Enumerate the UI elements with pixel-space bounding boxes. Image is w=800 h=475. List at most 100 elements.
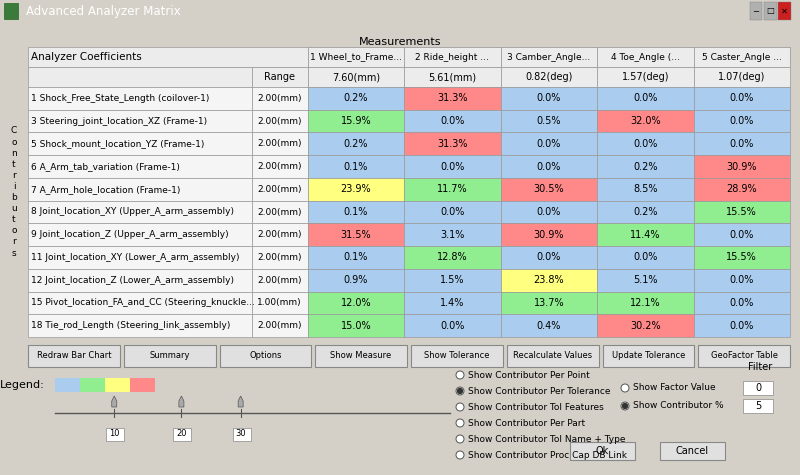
- Bar: [130, 378, 155, 392]
- Bar: [597, 47, 694, 67]
- Bar: [252, 133, 308, 155]
- Bar: [501, 292, 597, 314]
- Bar: [404, 67, 501, 87]
- Text: 0.0%: 0.0%: [633, 94, 658, 104]
- Text: 3.1%: 3.1%: [440, 230, 465, 240]
- Bar: [106, 428, 124, 441]
- Text: 0.0%: 0.0%: [730, 116, 754, 126]
- Text: Options: Options: [249, 352, 282, 361]
- Circle shape: [621, 384, 629, 392]
- Circle shape: [456, 419, 464, 427]
- Text: 1.4%: 1.4%: [440, 298, 465, 308]
- Text: Show Contributor Tol Name + Type: Show Contributor Tol Name + Type: [468, 435, 626, 444]
- Text: 0.0%: 0.0%: [633, 139, 658, 149]
- Text: Show Contributor Per Part: Show Contributor Per Part: [468, 418, 585, 428]
- Text: 3 Camber_Angle...: 3 Camber_Angle...: [507, 53, 590, 61]
- Bar: [404, 155, 501, 178]
- Bar: [404, 87, 501, 110]
- Text: 0.2%: 0.2%: [633, 207, 658, 217]
- Text: 1 Wheel_to_Frame...: 1 Wheel_to_Frame...: [310, 53, 402, 61]
- Bar: [694, 47, 790, 67]
- Bar: [404, 200, 501, 223]
- Text: 2.00(mm): 2.00(mm): [258, 94, 302, 103]
- Text: 0.0%: 0.0%: [730, 230, 754, 240]
- Text: 1 Shock_Free_State_Length (coilover-1): 1 Shock_Free_State_Length (coilover-1): [31, 94, 210, 103]
- Bar: [308, 269, 404, 292]
- Text: 15.9%: 15.9%: [341, 116, 371, 126]
- Text: 23.8%: 23.8%: [534, 275, 564, 285]
- Text: 15.5%: 15.5%: [726, 252, 757, 263]
- Bar: [694, 200, 790, 223]
- Bar: [743, 381, 773, 395]
- Bar: [308, 87, 404, 110]
- Text: 0.0%: 0.0%: [730, 275, 754, 285]
- Text: 0.2%: 0.2%: [344, 139, 368, 149]
- Bar: [694, 269, 790, 292]
- Bar: [597, 67, 694, 87]
- Bar: [28, 67, 252, 87]
- Bar: [308, 155, 404, 178]
- Text: 30.9%: 30.9%: [726, 162, 757, 171]
- Bar: [501, 178, 597, 200]
- Bar: [404, 133, 501, 155]
- Bar: [105, 378, 130, 392]
- Text: Advanced Analyzer Matrix: Advanced Analyzer Matrix: [26, 4, 180, 18]
- Bar: [501, 67, 597, 87]
- Text: 0.9%: 0.9%: [344, 275, 368, 285]
- Text: 1.07(deg): 1.07(deg): [718, 72, 766, 82]
- Bar: [501, 155, 597, 178]
- Bar: [308, 246, 404, 269]
- Bar: [308, 67, 404, 87]
- Text: Analyzer Coefficients: Analyzer Coefficients: [31, 52, 142, 62]
- Bar: [252, 178, 308, 200]
- Text: □: □: [766, 7, 774, 16]
- Bar: [233, 428, 250, 441]
- Bar: [308, 110, 404, 133]
- Text: 23.9%: 23.9%: [341, 184, 371, 194]
- Bar: [252, 155, 308, 178]
- Bar: [404, 223, 501, 246]
- Text: 2.00(mm): 2.00(mm): [258, 185, 302, 194]
- Text: 3 Steering_joint_location_XZ (Frame-1): 3 Steering_joint_location_XZ (Frame-1): [31, 116, 207, 125]
- Text: 13.7%: 13.7%: [534, 298, 564, 308]
- Bar: [506, 345, 598, 367]
- Text: 12.8%: 12.8%: [437, 252, 468, 263]
- Text: 28.9%: 28.9%: [726, 184, 757, 194]
- Text: 5: 5: [755, 401, 761, 411]
- Text: 0.0%: 0.0%: [730, 139, 754, 149]
- Text: Summary: Summary: [150, 352, 190, 361]
- Text: 0.0%: 0.0%: [440, 321, 465, 331]
- Bar: [252, 110, 308, 133]
- Text: 2.00(mm): 2.00(mm): [258, 116, 302, 125]
- Text: 30.2%: 30.2%: [630, 321, 661, 331]
- Text: 0.0%: 0.0%: [440, 162, 465, 171]
- Circle shape: [456, 371, 464, 379]
- Bar: [597, 200, 694, 223]
- Bar: [55, 378, 80, 392]
- Bar: [694, 178, 790, 200]
- Text: 0.82(deg): 0.82(deg): [525, 72, 573, 82]
- Bar: [252, 292, 308, 314]
- Text: Filter: Filter: [748, 362, 772, 372]
- Text: 6 A_Arm_tab_variation (Frame-1): 6 A_Arm_tab_variation (Frame-1): [31, 162, 180, 171]
- Text: 2.00(mm): 2.00(mm): [258, 230, 302, 239]
- Bar: [252, 67, 308, 87]
- Text: 2.00(mm): 2.00(mm): [258, 276, 302, 285]
- Text: 31.5%: 31.5%: [341, 230, 371, 240]
- Bar: [764, 2, 777, 20]
- Text: 5 Caster_Angle ...: 5 Caster_Angle ...: [702, 53, 782, 61]
- Text: 7.60(mm): 7.60(mm): [332, 72, 380, 82]
- Text: 0.0%: 0.0%: [537, 139, 561, 149]
- Bar: [597, 314, 694, 337]
- Bar: [597, 292, 694, 314]
- Bar: [404, 110, 501, 133]
- Text: 0.1%: 0.1%: [344, 162, 368, 171]
- Text: 32.0%: 32.0%: [630, 116, 661, 126]
- Bar: [597, 47, 694, 67]
- Bar: [404, 292, 501, 314]
- Text: 0.2%: 0.2%: [633, 162, 658, 171]
- Bar: [28, 223, 252, 246]
- Text: 0.0%: 0.0%: [440, 116, 465, 126]
- Bar: [597, 178, 694, 200]
- Text: 0.0%: 0.0%: [730, 298, 754, 308]
